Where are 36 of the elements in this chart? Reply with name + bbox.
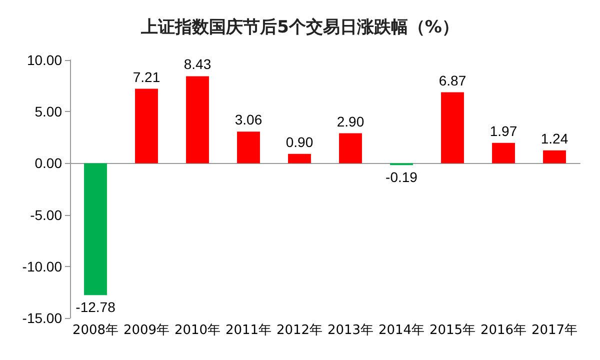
y-tick-label: 10.00 [26, 52, 62, 68]
x-tick-label: 2009年 [123, 323, 170, 338]
x-tick-label: 2014年 [378, 323, 425, 338]
data-label: 3.06 [234, 112, 262, 128]
bar [186, 76, 209, 164]
x-tick-label: 2013年 [327, 323, 374, 338]
bar [237, 132, 260, 164]
data-label: 8.43 [184, 56, 212, 72]
chart-title: 上证指数国庆节后5个交易日涨跌幅（%） [140, 18, 459, 38]
data-label: 7.21 [132, 68, 160, 85]
bar [84, 163, 107, 296]
data-label: 2.90 [336, 113, 364, 130]
bar [288, 154, 311, 164]
data-label: -0.19 [386, 169, 418, 186]
bar [135, 88, 158, 164]
bar [441, 92, 464, 164]
data-label: 1.24 [540, 130, 568, 146]
y-tick-label: -5.00 [30, 206, 62, 223]
x-tick-label: 2008年 [72, 323, 119, 338]
x-tick-label: 2017年 [531, 323, 578, 338]
x-tick-label: 2015年 [429, 323, 476, 338]
x-tick-label: 2012年 [276, 323, 323, 338]
data-label: 1.97 [490, 122, 518, 139]
y-tick-label: 5.00 [34, 104, 62, 120]
bar [543, 150, 566, 164]
x-tick-label: 2010年 [174, 323, 221, 338]
data-label: 6.87 [438, 72, 466, 88]
y-tick-label: -15.00 [22, 310, 62, 326]
x-tick-label: 2011年 [225, 323, 272, 338]
data-label: -12.78 [76, 299, 116, 316]
y-tick-label: 0.00 [34, 155, 62, 172]
x-tick-label: 2016年 [480, 323, 527, 338]
y-tick-label: -10.00 [22, 258, 62, 274]
bar [339, 133, 362, 164]
bar [492, 142, 515, 164]
data-label: 0.90 [286, 134, 314, 150]
